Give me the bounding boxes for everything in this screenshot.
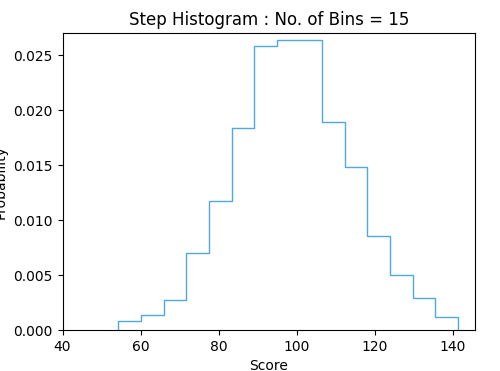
Title: Step Histogram : No. of Bins = 15: Step Histogram : No. of Bins = 15 [128,11,409,29]
Y-axis label: Probability: Probability [0,145,8,219]
X-axis label: Score: Score [250,359,288,371]
